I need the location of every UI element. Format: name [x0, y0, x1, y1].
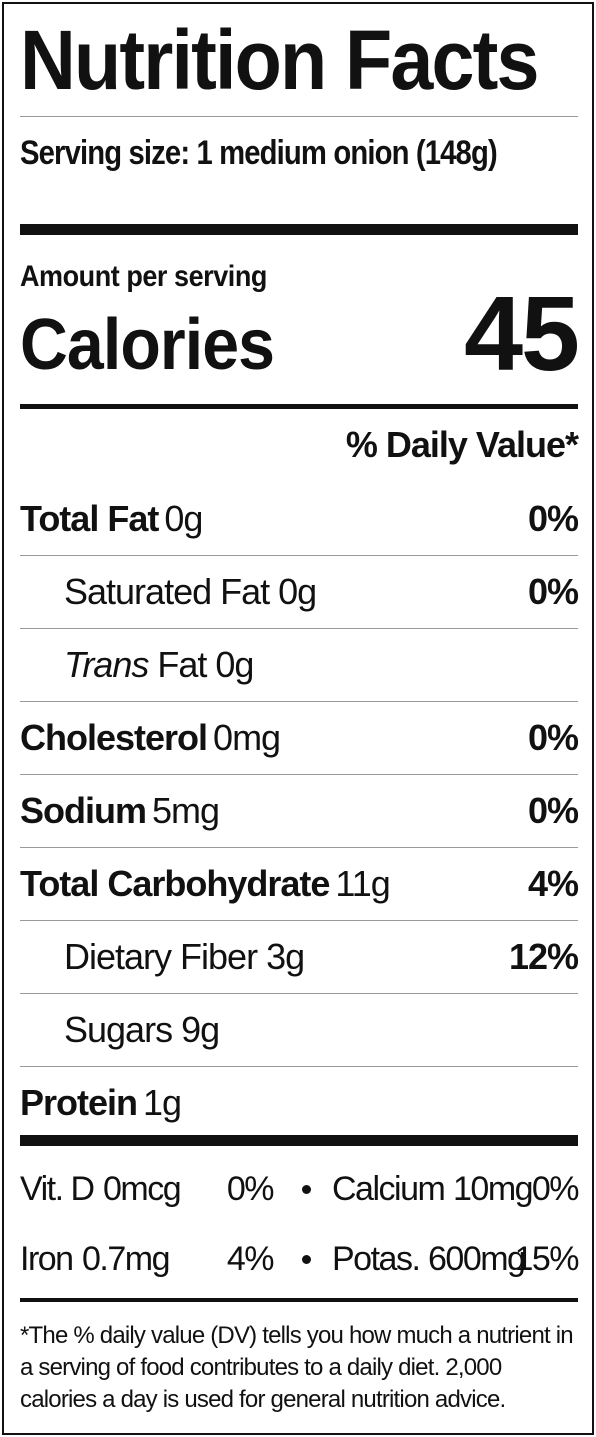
- vitamin-amount: 0mcg: [103, 1170, 182, 1208]
- daily-value-header: % Daily Value*: [345, 424, 579, 465]
- row-separator: [20, 847, 578, 848]
- vitamin-dv: 0%: [531, 1170, 580, 1208]
- sub-nutrient-row: Trans Fat 0g: [20, 628, 578, 701]
- vitamin-row: Iron 0.7mg 4% Potas. 600mg 15%: [20, 1222, 579, 1292]
- sub-nutrient-row: Dietary Fiber 3g 12%: [20, 920, 579, 993]
- nutrient-row: Cholesterol 0mg 0%: [20, 701, 579, 774]
- nutrient-prefix: Trans: [64, 643, 149, 685]
- row-separator: [20, 993, 578, 994]
- nutrient-amount: 5mg: [152, 789, 220, 831]
- nutrient-amount: 1g: [143, 1081, 182, 1123]
- serving-size: Serving size: 1 medium onion (148g): [20, 134, 498, 172]
- title: Nutrition Facts: [20, 13, 540, 107]
- sub-nutrient-row: Saturated Fat 0g 0%: [20, 555, 579, 628]
- nutrient-name: Total Carbohydrate: [20, 862, 330, 904]
- nutrient-name: Saturated Fat: [64, 570, 270, 612]
- row-separator: [20, 555, 578, 556]
- footnote: *The % daily value (DV) tells you how mu…: [20, 1322, 574, 1413]
- rule: [20, 116, 578, 117]
- daily-value: 0%: [527, 497, 579, 539]
- bullet: [302, 1255, 311, 1264]
- vitamin-amount: 600mg: [428, 1240, 526, 1278]
- amount-per-serving: Amount per serving: [20, 260, 267, 293]
- nutrient-name: Sugars: [64, 1008, 173, 1050]
- daily-value: 0%: [527, 570, 579, 612]
- row-separator: [20, 1066, 578, 1067]
- daily-value: 12%: [508, 935, 579, 977]
- daily-value: 0%: [527, 716, 579, 758]
- nutrient-name: Total Fat: [20, 497, 159, 539]
- nutrient-name: Fat: [157, 643, 207, 685]
- vitamin-name: Iron: [20, 1240, 74, 1278]
- vitamin-amount: 0.7mg: [82, 1240, 171, 1278]
- nutrient-row: Total Fat 0g 0%: [20, 482, 579, 555]
- nutrient-amount: 3g: [266, 935, 305, 977]
- vitamin-dv: 15%: [514, 1240, 579, 1278]
- row-separator: [20, 774, 578, 775]
- bullet: [302, 1185, 311, 1194]
- nutrient-amount: 0g: [215, 643, 254, 685]
- daily-value: 4%: [527, 862, 579, 904]
- nutrient-name: Cholesterol: [20, 716, 208, 758]
- nutrient-amount: 0g: [164, 497, 203, 539]
- medium-rule: [20, 404, 578, 409]
- vitamin-dv: 0%: [226, 1170, 275, 1208]
- daily-value: 0%: [527, 789, 579, 831]
- nutrient-row: Protein 1g: [20, 1066, 578, 1139]
- nutrient-name: Protein: [20, 1081, 138, 1123]
- vitamin-dv: 4%: [226, 1240, 275, 1278]
- vitamin-name: Vit. D: [20, 1170, 95, 1208]
- calories-value: 45: [464, 275, 580, 393]
- nutrient-amount: 11g: [335, 862, 390, 904]
- row-separator: [20, 628, 578, 629]
- sub-nutrient-row: Sugars 9g: [20, 993, 578, 1066]
- nutrient-name: Dietary Fiber: [64, 935, 258, 977]
- thick-rule: [20, 224, 578, 235]
- nutrient-amount: 0g: [278, 570, 317, 612]
- vitamin-row: Vit. D 0mcg 0% Calcium 10mg 0%: [20, 1152, 580, 1222]
- row-separator: [20, 701, 578, 702]
- calories-label: Calories: [20, 305, 275, 385]
- nutrient-amount: 0mg: [213, 716, 281, 758]
- nutrient-row: Total Carbohydrate 11g 4%: [20, 847, 579, 920]
- vitamin-name: Calcium: [332, 1170, 446, 1208]
- medium-rule: [20, 1298, 578, 1302]
- nutrient-amount: 9g: [181, 1008, 220, 1050]
- row-separator: [20, 920, 578, 921]
- vitamin-name: Potas.: [332, 1240, 421, 1278]
- thick-rule: [20, 1135, 578, 1146]
- nutrient-name: Sodium: [20, 789, 147, 831]
- nutrient-row: Sodium 5mg 0%: [20, 774, 579, 847]
- vitamin-amount: 10mg: [453, 1170, 534, 1208]
